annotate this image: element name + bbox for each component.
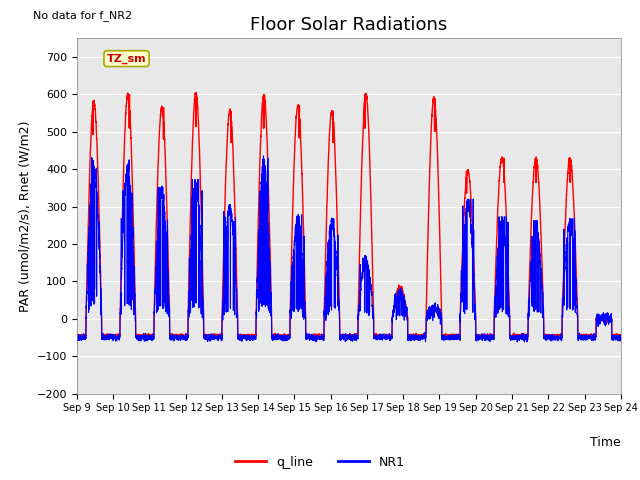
Title: Floor Solar Radiations: Floor Solar Radiations [250,16,447,34]
q_line [73,332,81,338]
NR1 [186,309,193,314]
q_line [617,333,625,339]
Text: TZ_sm: TZ_sm [107,53,147,64]
q_line [578,336,586,342]
NR1 [617,334,625,339]
q_line [498,154,506,160]
Y-axis label: PAR (umol/m2/s), Rnet (W/m2): PAR (umol/m2/s), Rnet (W/m2) [18,120,31,312]
q_line [192,90,200,96]
q_line [186,250,193,255]
Text: Time: Time [590,436,621,449]
NR1 [498,216,506,222]
NR1 [260,153,268,159]
NR1 [539,302,547,308]
NR1 [369,307,377,313]
Legend: q_line, NR1: q_line, NR1 [230,451,410,474]
q_line [539,284,547,289]
Line: q_line: q_line [77,93,621,339]
NR1 [520,339,528,345]
NR1 [525,301,532,307]
Text: No data for f_NR2: No data for f_NR2 [33,10,132,21]
q_line [398,288,406,294]
q_line [369,286,377,292]
q_line [525,297,532,303]
Line: NR1: NR1 [77,156,621,342]
NR1 [73,335,81,341]
NR1 [398,288,406,294]
